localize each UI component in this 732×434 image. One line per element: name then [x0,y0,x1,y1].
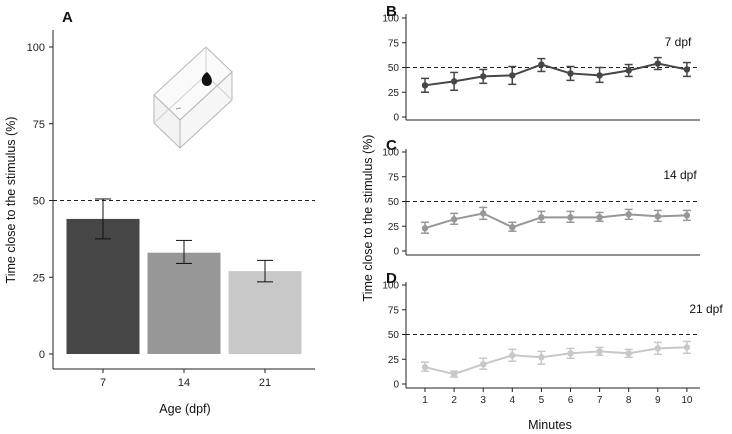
panel-c-point [654,213,661,220]
panel-b-point [421,82,429,89]
panel-c-series-label: 14 dpf [663,168,697,182]
panel-d-series-label: 21 dpf [689,302,723,316]
fish-icon [175,107,182,110]
panel-b-point [625,67,632,74]
panel-d-point [450,370,458,378]
panel-d-y-tick-label: 50 [388,330,400,341]
panel-d-x-tick-label: 6 [568,395,574,406]
panel-c-series [421,206,691,234]
panel-a-y-axis-title: Time close to the stimulus (%) [4,117,18,284]
panel-d-x-tick-label: 10 [681,395,693,406]
panel-c-point [421,225,429,232]
panel-d-series [421,340,691,378]
panel-a-x-tick-label: 14 [178,377,190,389]
panel-d-point [480,361,487,368]
panel-d-y-tick-label: 75 [388,305,400,316]
panel-d-point [625,350,632,357]
panel-c-y-tick-label: 75 [388,172,400,183]
panel-a-letter: A [62,9,73,26]
panel-b-y-tick-label: 50 [388,63,400,74]
panel-a-y-tick-label: 0 [39,349,45,361]
panel-b-point [509,72,516,79]
panel-a-x-tick-label: 7 [100,377,106,389]
panel-b-y-tick-label: 75 [388,38,400,49]
panel-c-point [683,212,691,219]
tank-illustration [153,46,233,150]
panel-b: B 0 25 50 75 100 7 dpf [382,3,700,124]
panel-a-bar [228,271,302,354]
panel-b-series-label: 7 dpf [665,35,692,49]
panel-c-series-line [424,212,687,230]
panel-d-y-tick-label: 100 [382,281,399,292]
panel-d-point [596,348,603,355]
panel-a-x-axis-title: Age (dpf) [159,402,210,416]
panel-c-point [596,214,603,221]
panel-b-y-tick-label: 100 [382,14,399,25]
panel-c: C 0 25 50 75 100 14 dpf [382,137,700,258]
panel-c-y-ticks: 0 25 50 75 100 [382,148,406,258]
panel-d-point [683,344,691,351]
panel-b-point [683,66,691,73]
panel-d-point [421,363,429,371]
panel-b-point [654,60,661,67]
panel-c-point [538,214,545,221]
panel-b-point [450,78,458,85]
panel-c-point [450,216,458,223]
panel-d-series-line [424,346,687,376]
panel-d-x-tick-label: 8 [626,395,632,406]
panel-d-x-tick-label: 4 [510,395,516,406]
panel-a-y-tick-label: 50 [33,196,45,208]
panel-c-letter: C [386,137,397,154]
panel-b-series [421,56,691,93]
panel-d-letter: D [386,270,397,287]
panel-d-x-tick-label: 1 [422,395,428,406]
panel-c-point [567,214,574,221]
panel-c-y-tick-label: 25 [388,222,400,233]
panel-b-point [538,61,545,68]
panel-d-y-tick-label: 25 [388,355,400,366]
panel-d-x-tick-label: 2 [451,395,457,406]
panel-a-x-ticks: 7 14 21 [100,369,271,389]
panel-c-point [509,224,516,231]
panel-a: A 0 25 50 75 100 7 14 21 Time close to the sti… [4,9,315,416]
panel-b-y-tick-label: 25 [388,88,400,99]
panel-d: D 0 25 50 75 100 1 2 3 4 5 6 7 8 9 10 21 dpf Minutes [382,270,723,432]
panel-d-point [538,354,545,361]
panel-d-y-tick-label: 0 [393,380,399,391]
panel-d-x-tick-label: 9 [655,395,661,406]
panel-d-point [509,352,516,359]
panel-c-point [625,211,632,218]
panel-d-x-tick-label: 5 [539,395,545,406]
panel-d-y-ticks: 0 25 50 75 100 [382,281,406,391]
panel-c-y-tick-label: 50 [388,197,400,208]
panel-b-point [567,70,574,77]
panel-a-x-tick-label: 21 [259,377,271,389]
panel-b-y-tick-label: 0 [393,113,399,124]
panel-a-y-ticks: 0 25 50 75 100 [27,42,53,361]
panel-a-y-tick-label: 25 [33,272,45,284]
panel-a-bar [66,218,140,354]
panel-d-x-tick-label: 7 [597,395,603,406]
panel-d-point [567,350,574,357]
panel-b-point [480,73,487,80]
panel-a-bar [147,252,221,354]
panels-bcd-y-axis-title: Time close to the stimulus (%) [361,135,375,302]
panel-b-series-line [424,62,688,87]
panel-d-x-tick-label: 3 [480,395,486,406]
panel-d-x-axis-title: Minutes [528,418,572,432]
panel-b-point [596,72,603,79]
panel-a-y-tick-label: 75 [33,119,45,131]
panel-a-bars [66,198,302,354]
panel-c-y-tick-label: 100 [382,148,399,159]
panel-c-point [480,210,487,217]
stimulus-drop-icon [201,72,212,86]
panel-a-y-tick-label: 100 [27,42,45,54]
panel-b-y-ticks: 0 25 50 75 100 [382,14,406,124]
panel-b-letter: B [386,3,397,20]
panel-c-y-tick-label: 0 [393,247,399,258]
panel-d-x-ticks: 1 2 3 4 5 6 7 8 9 10 [422,388,693,406]
panel-d-point [654,345,661,352]
